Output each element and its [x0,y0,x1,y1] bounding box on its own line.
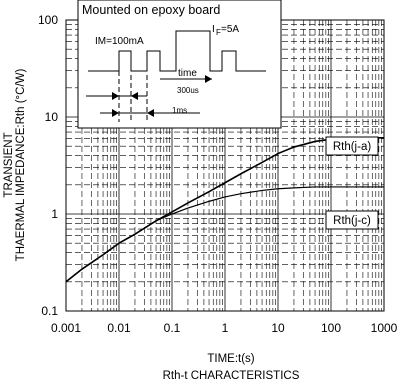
x-tick-label: 0.1 [164,321,181,335]
inset-period-label: 1ms [172,106,187,115]
series-label-rth-ja: Rth(j-a) [325,136,379,156]
x-tick-label: 0.001 [51,321,81,335]
x-axis-label: TIME:t(s) [207,353,254,365]
svg-text:=5A: =5A [221,24,239,35]
inset-period-arrow-left [112,109,119,117]
svg-text:F: F [216,28,221,37]
inset-pw-arrow-left [112,92,119,100]
series-label-rth-jc-text: Rth(j-c) [333,215,371,227]
inset-period-arrow-right [147,109,154,117]
corner-cut [0,0,60,50]
inset-if-label: I F =5A [212,24,239,37]
x-tick-label: 1000 [371,321,398,335]
x-tick-label: 0.01 [107,321,131,335]
series-line-rth-jc [65,186,384,283]
inset-time-label: time [178,68,197,79]
inset-im-label: IM=100mA [95,36,144,47]
chart-title: Rth-t CHARACTERISTICS [163,370,300,382]
x-tick-labels: 0.001 0.01 0.1 1 10 100 1000 [51,321,398,335]
y-tick-label: 10 [45,110,59,124]
x-tick-label: 100 [321,321,341,335]
y-axis-label-line2: THAERMAL IMPEDANCE:Rth (°C/W) [15,69,27,262]
inset-frame [77,0,282,129]
svg-text:I: I [212,24,215,35]
y-tick-label: 100 [38,13,58,27]
y-tick-label: 1 [51,207,58,221]
series-label-rth-ja-text: Rth(j-a) [333,141,372,153]
inset-title: Mounted on epoxy board [82,3,220,17]
inset-pw-arrow-right [131,92,138,100]
x-tick-label: 10 [271,321,285,335]
inset-pulse-diagram: Mounted on epoxy board IM=100mA I F =5A … [77,0,282,129]
inset-time-arrowhead [205,75,212,83]
series-label-rth-jc: Rth(j-c) [325,210,379,230]
inset-waveform [88,30,266,72]
x-tick-label: 1 [222,321,229,335]
y-tick-labels: 0.1 1 10 100 [38,13,58,318]
y-axis-label-line1: TRANSIENT [3,132,15,197]
y-tick-label: 0.1 [41,304,58,318]
inset-pw-label: 300us [177,86,199,95]
